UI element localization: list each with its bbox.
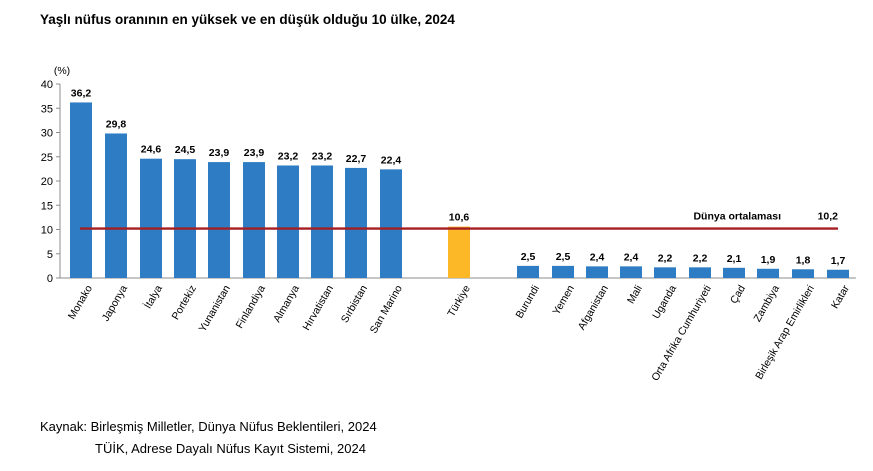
category-label: Mali (625, 283, 645, 306)
data-label: 2,4 (624, 251, 639, 263)
category-label: Yemen (550, 283, 577, 317)
data-label: 23,2 (312, 150, 333, 162)
bar (174, 159, 196, 278)
category-label: Monako (66, 283, 95, 321)
bar (243, 162, 265, 278)
category-label: San Marino (368, 283, 405, 336)
source-line-2: TÜİK, Adrese Dayalı Nüfus Kayıt Sistemi,… (95, 441, 366, 456)
category-label: Sırbistan (339, 283, 370, 325)
category-label: Japonya (100, 283, 130, 324)
category-label: Portekiz (170, 283, 199, 322)
data-label: 2,5 (521, 251, 536, 263)
bar (448, 226, 470, 278)
source-line-1: Kaynak: Birleşmiş Milletler, Dünya Nüfus… (40, 419, 377, 434)
bar (311, 165, 333, 278)
data-label: 24,5 (175, 144, 196, 156)
bar (792, 269, 814, 278)
bar (345, 167, 367, 278)
bar-chart: 0 5 10 15 20 25 30 35 40(%) Dünya ortalaması 10,2… (41, 65, 856, 383)
y-tick-label: 25 (41, 152, 53, 164)
data-label: 2,4 (590, 251, 605, 263)
category-label: Zambiya (751, 283, 782, 324)
y-tick-label: 35 (41, 103, 53, 115)
category-label: Çad (728, 283, 748, 306)
world-average-value: 10,2 (818, 211, 839, 223)
y-tick-label: 0 (47, 273, 53, 285)
data-label: 2,1 (727, 253, 742, 265)
data-label: 1,9 (761, 254, 776, 266)
bar (757, 268, 779, 278)
bar (105, 133, 127, 278)
y-tick-label: 5 (47, 249, 53, 261)
bar (380, 169, 402, 278)
y-tick-label: 15 (41, 200, 53, 212)
y-tick-label: 20 (41, 176, 53, 188)
chart-title: Yaşlı nüfus oranının en yüksek ve en düş… (40, 12, 455, 27)
bar (620, 266, 642, 278)
bar (654, 267, 676, 278)
data-label: 23,2 (278, 150, 299, 162)
data-label: 2,5 (556, 251, 571, 263)
data-label: 24,6 (141, 144, 162, 156)
category-label: Almanya (271, 283, 302, 325)
data-label: 36,2 (71, 87, 92, 99)
bar (277, 165, 299, 278)
data-label: 1,7 (831, 255, 846, 267)
bar (70, 102, 92, 279)
category-label: Yunanistan (197, 283, 233, 334)
data-label: 10,6 (449, 212, 470, 224)
bar (517, 265, 539, 278)
data-label: 22,4 (381, 154, 402, 166)
bar (689, 267, 711, 278)
data-label: 1,8 (796, 254, 811, 266)
reference-line-layer: Dünya ortalaması 10,2 (80, 211, 839, 230)
category-label: Türkiye (445, 283, 473, 319)
category-label: Finlandiya (234, 283, 268, 331)
data-label: 23,9 (209, 147, 230, 159)
bar (723, 267, 745, 278)
category-label: Uganda (650, 283, 679, 321)
bar (208, 162, 230, 278)
data-label: 23,9 (244, 147, 265, 159)
category-label: İtalya (141, 283, 165, 311)
data-label: 2,2 (693, 252, 708, 264)
bar (827, 269, 849, 278)
bars-layer (70, 102, 849, 279)
category-label: Katar (829, 283, 852, 311)
data-label: 29,8 (106, 118, 127, 130)
world-average-label: Dünya ortalaması (693, 211, 781, 223)
category-label: Hırvatistan (300, 283, 336, 333)
data-label: 22,7 (346, 153, 367, 165)
bar (586, 266, 608, 278)
data-label: 2,2 (658, 252, 673, 264)
y-tick-label: 40 (41, 79, 53, 91)
bar (552, 265, 574, 278)
category-label: Burundi (513, 283, 541, 320)
y-tick-label: 10 (41, 225, 53, 237)
y-unit-label: (%) (54, 65, 70, 77)
category-label: Afganistan (576, 283, 611, 332)
y-tick-label: 30 (41, 128, 53, 140)
bar (140, 158, 162, 278)
